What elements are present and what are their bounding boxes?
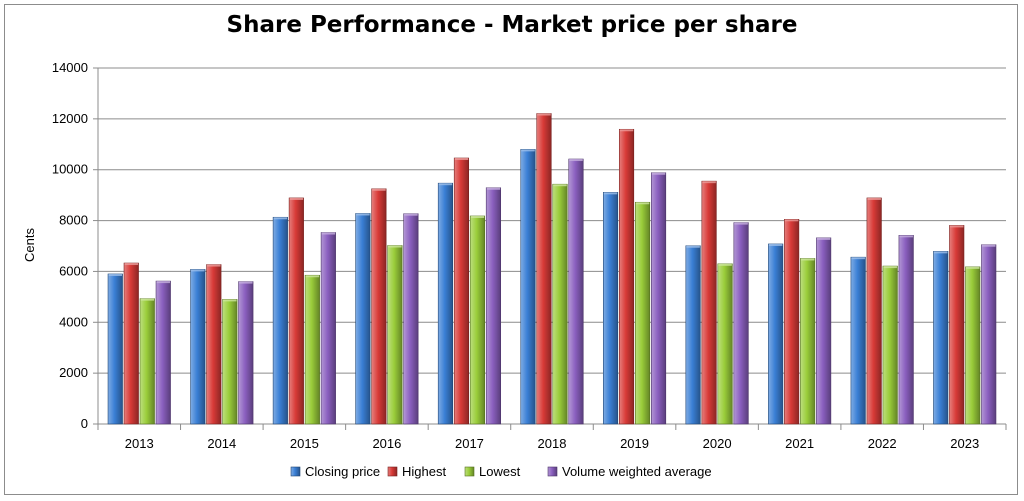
bar-volume-weighted-average-2022 — [898, 235, 914, 425]
legend-swatch — [387, 466, 398, 477]
tick-labels: 0 2000 4000 6000 8000 10000 12000 14000 2013 2014… — [52, 60, 979, 451]
legend-label: Lowest — [479, 464, 521, 479]
x-tick-label: 2014 — [207, 436, 236, 451]
x-tick-label: 2015 — [290, 436, 319, 451]
bar-lowest-2017 — [469, 215, 486, 425]
bars — [107, 113, 997, 425]
x-tick-label: 2022 — [868, 436, 897, 451]
x-tick-label: 2017 — [455, 436, 484, 451]
bar-closing-price-2017 — [437, 182, 454, 425]
bar-volume-weighted-average-2013 — [155, 280, 171, 425]
x-tick-label: 2023 — [950, 436, 979, 451]
bar-highest-2017 — [453, 157, 470, 425]
bar-highest-2018 — [536, 113, 552, 425]
bar-volume-weighted-average-2021 — [816, 237, 832, 425]
legend-swatch — [464, 466, 475, 477]
x-tick-label: 2016 — [372, 436, 401, 451]
bar-closing-price-2020 — [685, 245, 701, 425]
bar-highest-2023 — [949, 225, 965, 425]
bar-closing-price-2013 — [107, 273, 123, 425]
bar-closing-price-2023 — [933, 251, 949, 425]
bar-volume-weighted-average-2015 — [320, 232, 336, 425]
y-tick-label: 4000 — [59, 314, 88, 329]
bar-closing-price-2015 — [272, 216, 288, 425]
x-tick-label: 2013 — [125, 436, 154, 451]
bar-highest-2016 — [371, 188, 387, 425]
bar-closing-price-2019 — [602, 192, 619, 425]
bar-lowest-2014 — [222, 299, 238, 425]
x-tick-label: 2018 — [538, 436, 567, 451]
y-tick-label: 0 — [81, 416, 88, 431]
bar-highest-2014 — [206, 264, 222, 425]
bar-lowest-2022 — [882, 265, 898, 425]
chart-title: Share Performance - Market price per sha… — [226, 12, 798, 38]
y-tick-label: 2000 — [59, 365, 88, 380]
bar-lowest-2019 — [634, 201, 651, 425]
legend-label: Highest — [402, 464, 446, 479]
bar-volume-weighted-average-2020 — [733, 222, 749, 425]
legend-label: Volume weighted average — [562, 464, 712, 479]
bar-highest-2019 — [618, 128, 635, 425]
legend: Closing price Highest Lowest Volume weighte… — [290, 464, 712, 479]
legend-swatch — [547, 466, 558, 477]
x-tick-label: 2021 — [785, 436, 814, 451]
x-tick-label: 2020 — [703, 436, 732, 451]
y-tick-label: 10000 — [52, 162, 88, 177]
bar-closing-price-2014 — [190, 269, 206, 425]
bar-volume-weighted-average-2018 — [568, 158, 584, 425]
bar-closing-price-2016 — [355, 213, 371, 425]
bar-highest-2021 — [784, 219, 800, 425]
y-tick-label: 6000 — [59, 263, 88, 278]
bar-closing-price-2021 — [768, 243, 784, 425]
bar-closing-price-2018 — [520, 149, 536, 425]
chart-area — [4, 4, 1018, 495]
bar-volume-weighted-average-2023 — [981, 244, 997, 425]
bar-volume-weighted-average-2019 — [650, 172, 667, 425]
bar-lowest-2021 — [800, 258, 816, 425]
bar-closing-price-2022 — [850, 256, 866, 425]
bar-lowest-2016 — [387, 245, 403, 425]
legend-swatch — [290, 466, 301, 477]
y-tick-label: 14000 — [52, 60, 88, 75]
bar-highest-2022 — [866, 197, 882, 425]
bar-volume-weighted-average-2016 — [403, 213, 419, 425]
bar-volume-weighted-average-2014 — [238, 281, 254, 425]
bar-volume-weighted-average-2017 — [485, 187, 502, 425]
bar-lowest-2023 — [965, 266, 981, 425]
bar-lowest-2013 — [139, 298, 155, 425]
legend-label: Closing price — [305, 464, 380, 479]
y-tick-label: 12000 — [52, 111, 88, 126]
bar-lowest-2018 — [552, 183, 568, 425]
bar-lowest-2015 — [304, 274, 320, 425]
bar-highest-2013 — [123, 262, 139, 425]
bar-lowest-2020 — [717, 263, 733, 425]
x-tick-label: 2019 — [620, 436, 649, 451]
bar-highest-2015 — [288, 197, 304, 425]
y-tick-label: 8000 — [59, 213, 88, 228]
y-axis-title: Cents — [22, 228, 37, 262]
bar-highest-2020 — [701, 180, 717, 425]
